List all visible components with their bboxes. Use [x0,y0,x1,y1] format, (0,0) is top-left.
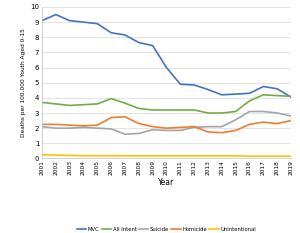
X-axis label: Year: Year [158,178,175,187]
Y-axis label: Deaths per 100,000 Youth Aged 0-15: Deaths per 100,000 Youth Aged 0-15 [21,28,26,137]
Legend: MVC, All Intent, Suicide, Homicide, Unintentional: MVC, All Intent, Suicide, Homicide, Unin… [75,225,258,233]
